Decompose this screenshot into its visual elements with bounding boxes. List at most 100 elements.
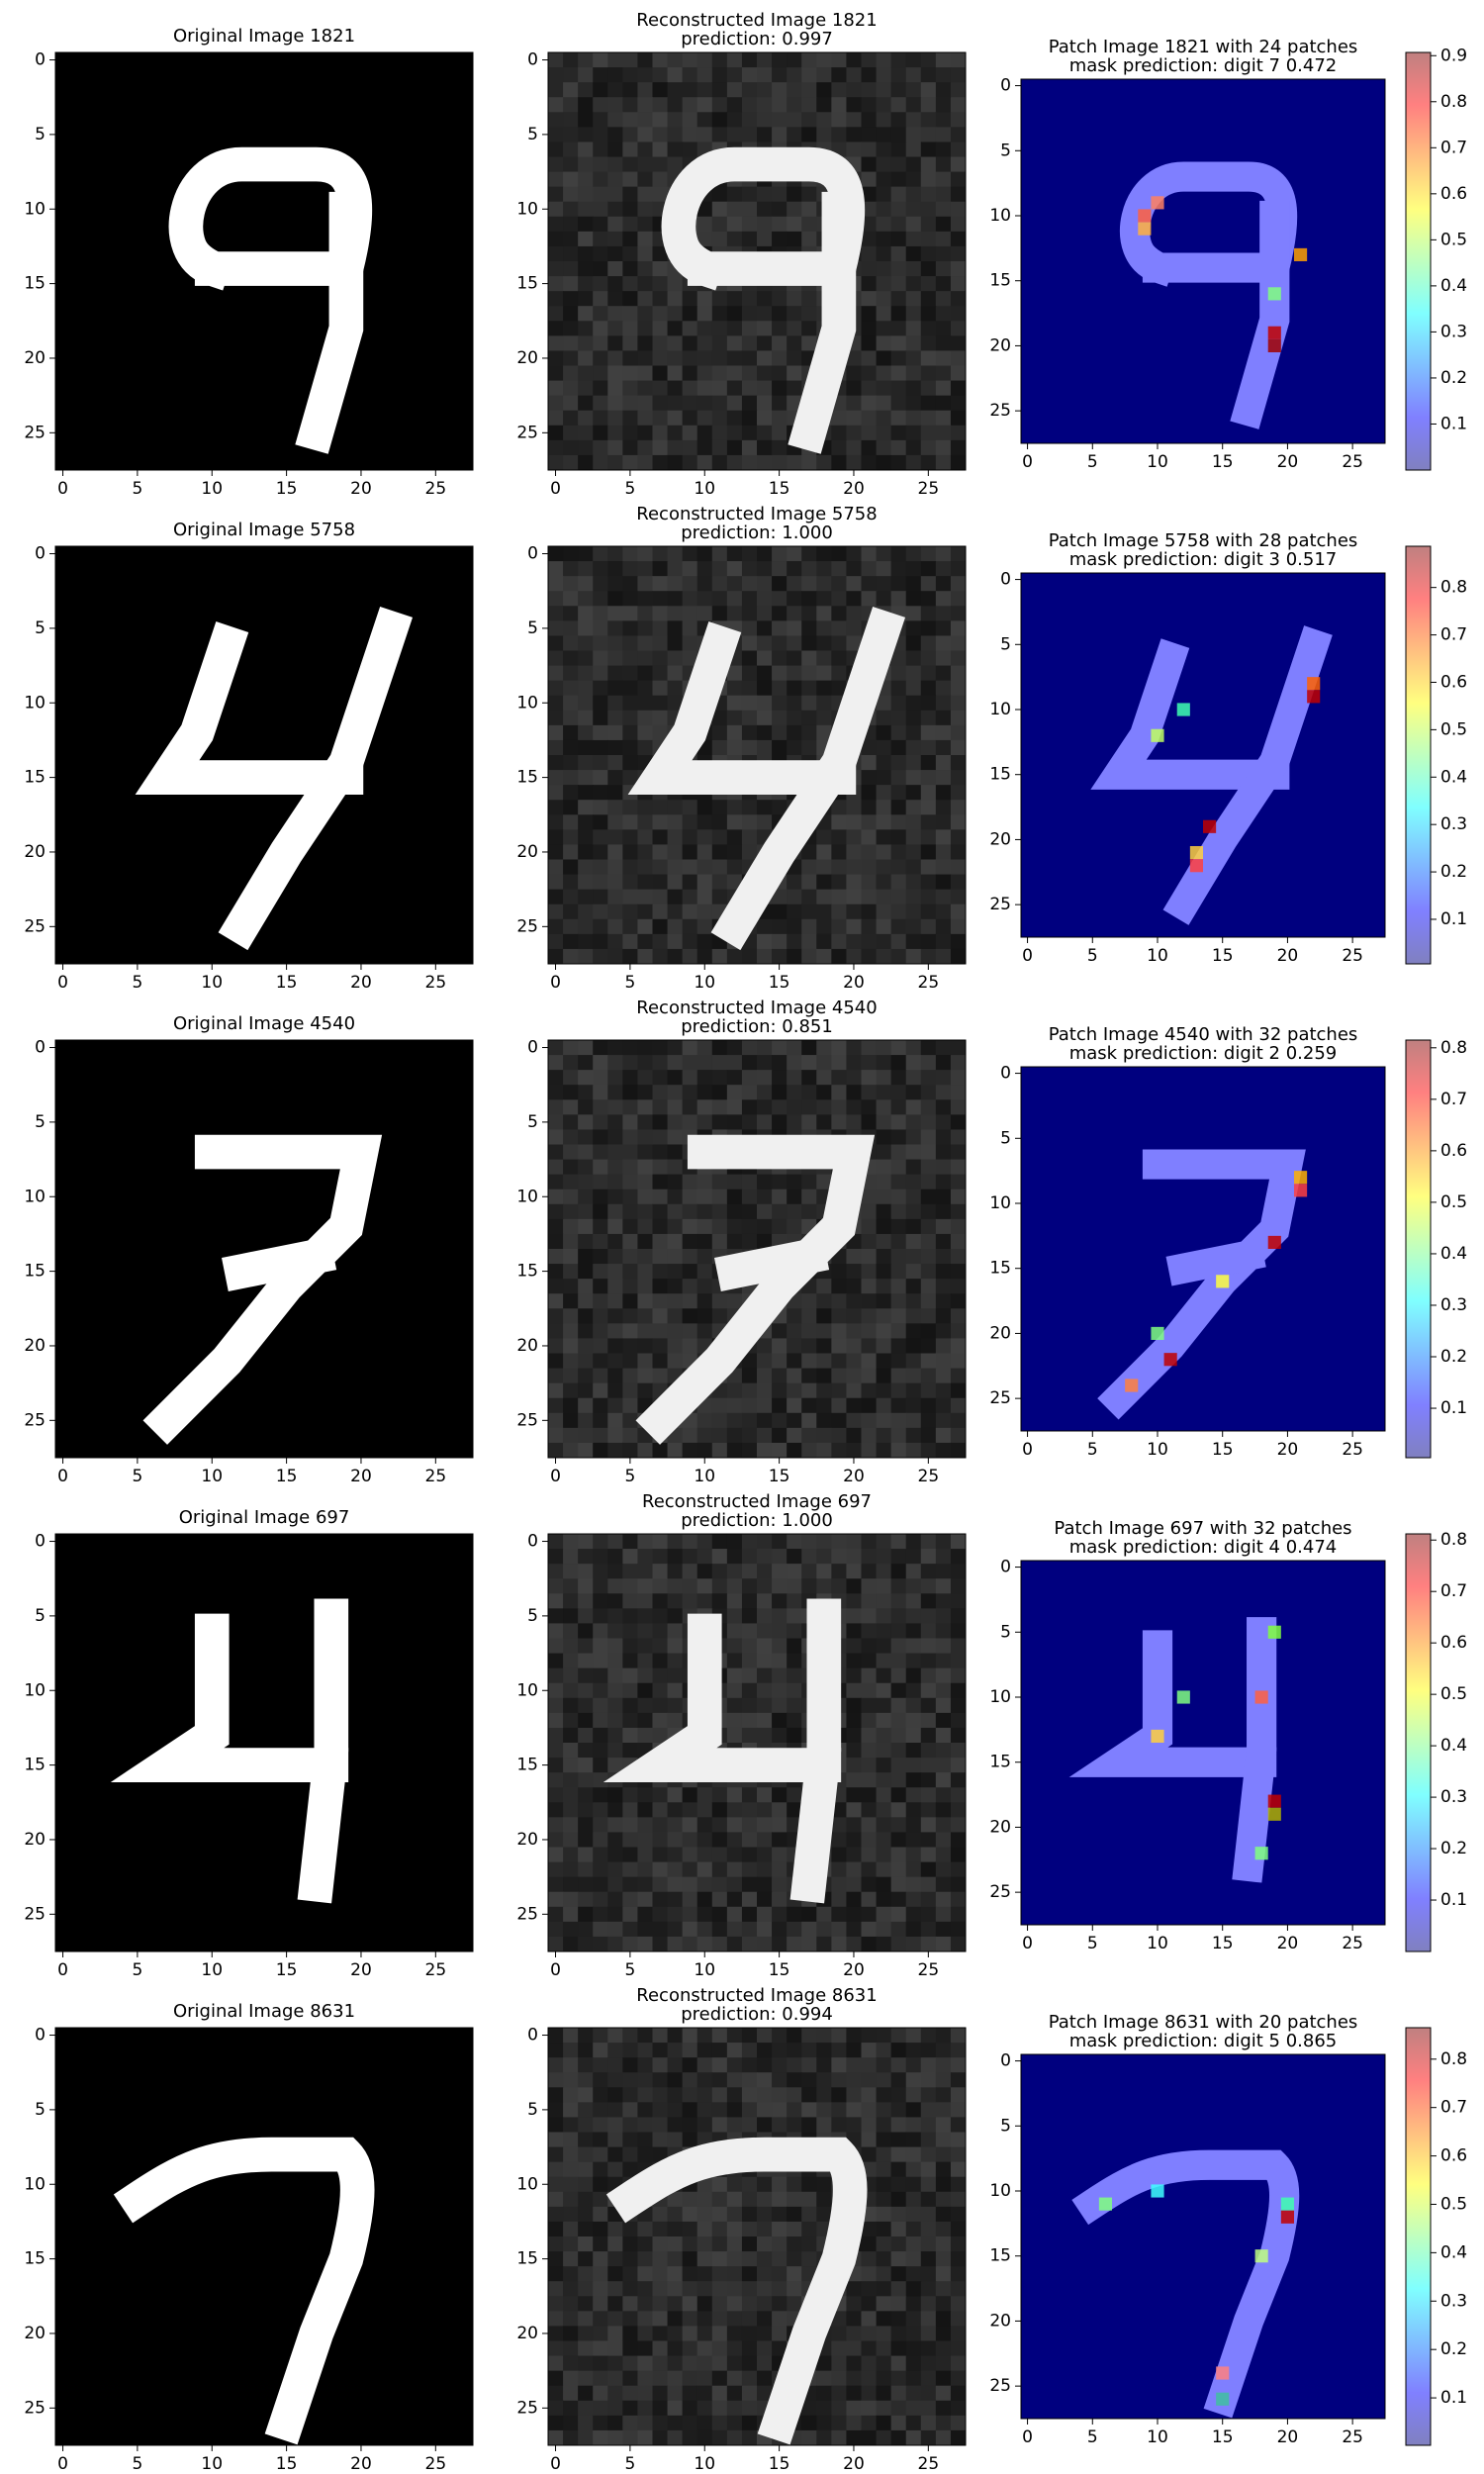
noise-pixel: [726, 1114, 743, 1130]
noise-pixel: [801, 1921, 817, 1938]
noise-pixel: [563, 321, 579, 336]
noise-pixel: [711, 380, 728, 397]
y-tick-label: 20: [24, 1336, 46, 1356]
noise-pixel: [563, 1743, 579, 1759]
noise-pixel: [905, 82, 922, 98]
noise-pixel: [711, 410, 728, 427]
noise-pixel: [861, 2043, 878, 2058]
x-tick-label: 10: [1147, 1440, 1168, 1460]
noise-pixel: [622, 1085, 638, 1100]
noise-pixel: [787, 1203, 802, 1220]
noise-pixel: [563, 1129, 579, 1145]
noise-pixel: [667, 1040, 684, 1056]
noise-pixel: [682, 1099, 698, 1115]
noise-pixel: [890, 2251, 907, 2267]
noise-pixel: [757, 1712, 773, 1729]
noise-pixel: [696, 933, 713, 950]
noise-pixel: [607, 1564, 623, 1579]
noise-pixel: [846, 1787, 862, 1803]
noise-pixel: [696, 2221, 713, 2237]
noise-pixel: [950, 2296, 967, 2312]
noise-pixel: [905, 1921, 922, 1938]
noise-pixel: [622, 770, 638, 786]
digit-stroke: [135, 621, 364, 795]
noise-pixel: [846, 97, 862, 113]
noise-pixel: [846, 1876, 862, 1893]
noise-pixel: [622, 904, 638, 920]
noise-pixel: [846, 1758, 862, 1773]
noise-pixel: [950, 1382, 967, 1399]
noise-pixel: [861, 1085, 878, 1100]
colorbar-tick-label: 0.7: [1440, 2098, 1467, 2118]
noise-pixel: [741, 2266, 758, 2282]
noise-pixel: [950, 1279, 967, 1294]
noise-pixel: [935, 724, 952, 741]
noise-pixel: [816, 82, 832, 98]
axes-frame: [547, 1533, 967, 1952]
noise-pixel: [801, 186, 817, 203]
noise-pixel: [578, 680, 594, 697]
noise-pixel: [637, 321, 653, 336]
noise-pixel: [935, 1772, 952, 1788]
noise-pixel: [920, 606, 937, 621]
noise-pixel: [652, 82, 669, 98]
noise-pixel: [846, 1368, 862, 1384]
noise-pixel: [667, 2355, 684, 2372]
noise-pixel: [876, 1249, 892, 1265]
noise-pixel: [876, 2415, 892, 2431]
colorbar-tick-label: 0.5: [1440, 1192, 1467, 1212]
noise-pixel: [787, 306, 802, 322]
noise-pixel: [890, 1085, 907, 1100]
noise-pixel: [741, 2355, 758, 2372]
noise-pixel: [905, 904, 922, 920]
noise-pixel: [563, 814, 579, 830]
noise-pixel: [593, 1397, 608, 1414]
noise-pixel: [905, 2415, 922, 2431]
noise-pixel: [593, 306, 608, 322]
noise-pixel: [831, 2057, 847, 2073]
noise-pixel: [593, 261, 608, 277]
noise-pixel: [920, 171, 937, 188]
noise-pixel: [950, 1861, 967, 1878]
noise-pixel: [831, 1861, 847, 1878]
noise-pixel: [711, 2385, 728, 2402]
noise-pixel: [593, 439, 608, 456]
noise-pixel: [920, 1847, 937, 1863]
noise-pixel: [920, 2087, 937, 2103]
noise-pixel: [846, 2340, 862, 2357]
noise-pixel: [696, 82, 713, 98]
noise-pixel: [831, 2340, 847, 2357]
noise-pixel: [711, 546, 728, 562]
noise-pixel: [876, 1758, 892, 1773]
noise-pixel: [741, 1593, 758, 1609]
noise-pixel: [652, 1623, 669, 1639]
noise-pixel: [682, 410, 698, 427]
noise-pixel: [935, 231, 952, 247]
noise-pixel: [905, 2281, 922, 2297]
noise-pixel: [652, 889, 669, 905]
noise-pixel: [711, 2311, 728, 2327]
noise-pixel: [772, 67, 788, 83]
noise-pixel: [622, 2251, 638, 2267]
noise-pixel: [652, 2266, 669, 2282]
noise-pixel: [696, 425, 713, 441]
noise-pixel: [548, 1040, 564, 1056]
noise-pixel: [950, 2221, 967, 2237]
noise-pixel: [637, 1891, 653, 1908]
noise-pixel: [593, 395, 608, 412]
noise-pixel: [548, 1608, 564, 1624]
noise-pixel: [846, 1682, 862, 1699]
noise-pixel: [920, 142, 937, 157]
x-tick-label: 15: [276, 973, 298, 993]
noise-pixel: [682, 2385, 698, 2402]
noise-pixel: [846, 933, 862, 950]
noise-pixel: [637, 1682, 653, 1699]
noise-pixel: [637, 2281, 653, 2297]
noise-pixel: [563, 1682, 579, 1699]
noise-pixel: [950, 112, 967, 128]
noise-pixel: [861, 1727, 878, 1744]
noise-pixel: [876, 245, 892, 262]
noise-pixel: [607, 365, 623, 382]
noise-pixel: [920, 2043, 937, 2058]
